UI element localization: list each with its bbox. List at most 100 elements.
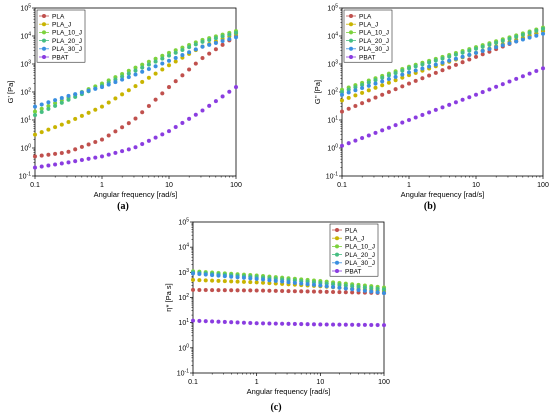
data-point bbox=[393, 74, 398, 79]
data-point bbox=[220, 94, 225, 99]
data-point bbox=[32, 113, 38, 118]
data-point bbox=[494, 84, 499, 89]
data-point bbox=[386, 73, 391, 78]
data-point bbox=[254, 280, 259, 285]
data-point bbox=[311, 289, 317, 294]
data-point bbox=[227, 89, 232, 94]
data-point bbox=[32, 132, 38, 137]
data-point bbox=[467, 95, 472, 100]
data-point bbox=[520, 32, 525, 37]
data-point bbox=[292, 289, 297, 294]
data-point bbox=[53, 103, 58, 108]
data-point bbox=[120, 77, 125, 82]
data-point bbox=[59, 161, 64, 166]
legend-marker bbox=[42, 22, 46, 27]
series-pla-30-j bbox=[190, 271, 387, 296]
data-point bbox=[375, 290, 380, 295]
data-point bbox=[46, 100, 51, 105]
data-point bbox=[280, 279, 285, 284]
data-point bbox=[173, 59, 178, 64]
x-axis-title: Angular frequency [rad/s] bbox=[401, 190, 485, 199]
x-tick-label: 1 bbox=[100, 182, 104, 189]
data-point bbox=[126, 147, 131, 152]
legend-label: PLA_J bbox=[359, 22, 378, 29]
data-point bbox=[337, 290, 342, 295]
data-point bbox=[267, 321, 272, 326]
legend-label: PLA bbox=[359, 13, 372, 20]
series-pbat bbox=[339, 66, 546, 148]
data-point bbox=[453, 62, 458, 67]
data-point bbox=[79, 113, 84, 118]
data-point bbox=[140, 110, 145, 115]
data-point bbox=[337, 285, 342, 290]
data-point bbox=[233, 30, 239, 35]
data-point bbox=[66, 160, 71, 165]
data-point bbox=[140, 141, 145, 147]
data-point bbox=[343, 322, 348, 327]
x-tick-label: 10 bbox=[165, 182, 173, 189]
data-point bbox=[267, 278, 272, 283]
data-point bbox=[86, 110, 91, 115]
data-point bbox=[500, 82, 505, 87]
data-point bbox=[203, 319, 208, 324]
series-pla-20-j bbox=[339, 26, 546, 95]
data-point bbox=[393, 87, 398, 92]
data-point bbox=[380, 128, 385, 133]
panel-label: (c) bbox=[270, 402, 281, 413]
data-point bbox=[420, 76, 425, 81]
data-point bbox=[187, 67, 192, 72]
data-point bbox=[514, 34, 519, 39]
data-point bbox=[216, 288, 221, 293]
data-point bbox=[494, 40, 499, 45]
legend-marker bbox=[42, 46, 46, 51]
data-point bbox=[248, 276, 253, 281]
data-point bbox=[400, 120, 405, 125]
data-point bbox=[133, 68, 138, 73]
data-point bbox=[427, 64, 432, 69]
data-point bbox=[460, 97, 465, 102]
data-point bbox=[346, 95, 351, 100]
legend-marker bbox=[42, 14, 46, 18]
legend-marker bbox=[335, 260, 339, 265]
data-point bbox=[241, 275, 246, 280]
data-point bbox=[160, 56, 165, 61]
data-point bbox=[447, 65, 452, 70]
data-point bbox=[406, 66, 412, 71]
data-point bbox=[487, 87, 492, 92]
data-point bbox=[305, 289, 310, 294]
data-point bbox=[113, 96, 118, 101]
data-point bbox=[339, 109, 345, 114]
data-point bbox=[166, 85, 172, 90]
data-point bbox=[494, 45, 499, 50]
data-point bbox=[233, 35, 239, 40]
data-point bbox=[311, 322, 317, 327]
data-point bbox=[120, 125, 125, 130]
data-point bbox=[197, 287, 202, 293]
data-point bbox=[153, 71, 158, 76]
x-tick-label: 10 bbox=[316, 379, 324, 386]
data-point bbox=[362, 322, 367, 327]
data-point bbox=[346, 141, 351, 146]
data-point bbox=[534, 68, 539, 74]
data-point bbox=[373, 130, 378, 135]
data-point bbox=[292, 280, 297, 285]
data-point bbox=[93, 155, 98, 160]
data-point bbox=[46, 106, 51, 111]
data-point bbox=[254, 276, 259, 281]
data-point bbox=[133, 84, 138, 89]
data-point bbox=[113, 80, 118, 85]
legend-label: PLA_30_J bbox=[52, 46, 82, 53]
y-tick-label: 10-1 bbox=[177, 369, 189, 378]
y-tick-label: 104 bbox=[178, 243, 189, 252]
data-point bbox=[343, 286, 348, 291]
data-point bbox=[73, 92, 78, 97]
data-point bbox=[106, 152, 111, 157]
data-point bbox=[369, 322, 374, 328]
data-point bbox=[273, 321, 278, 326]
data-point bbox=[406, 117, 412, 123]
data-point bbox=[210, 273, 215, 278]
data-point bbox=[366, 133, 371, 138]
data-point bbox=[406, 70, 412, 75]
data-point bbox=[373, 81, 378, 86]
